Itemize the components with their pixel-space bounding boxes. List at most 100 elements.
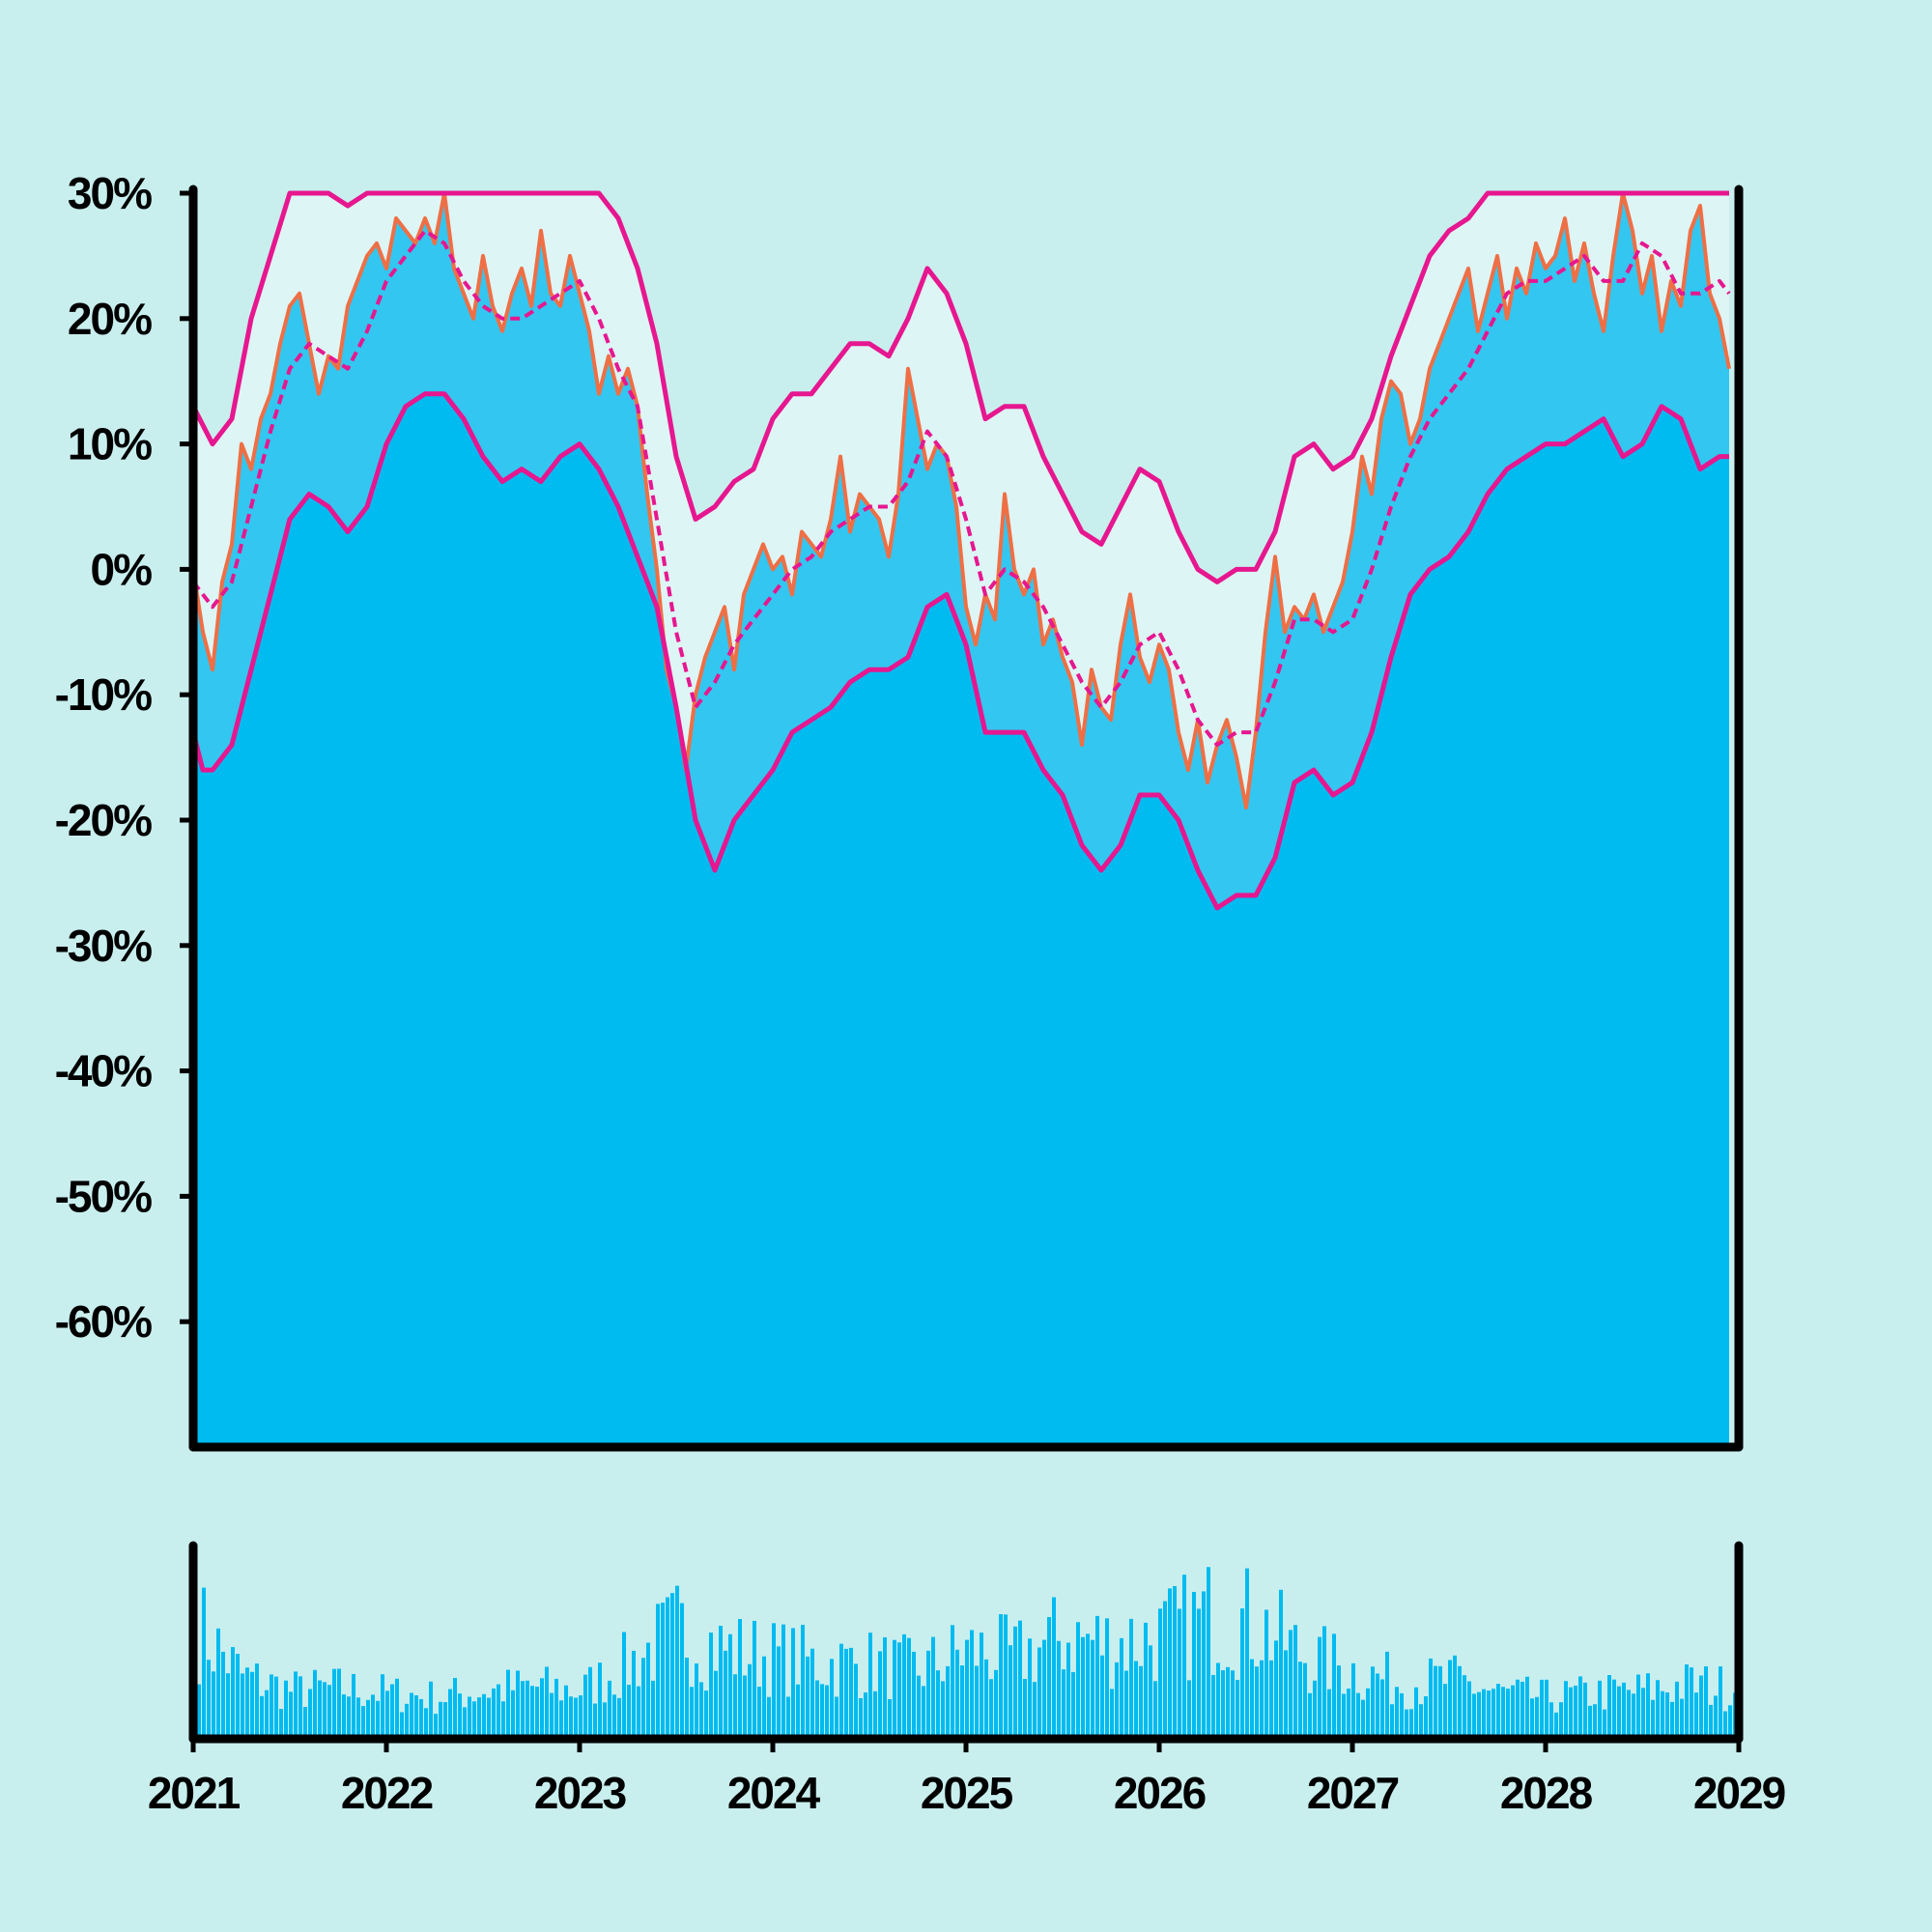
volume-bar (313, 1669, 317, 1739)
volume-bar (202, 1587, 206, 1739)
volume-bar (579, 1695, 582, 1739)
volume-bar (1226, 1666, 1230, 1739)
volume-bar (1066, 1642, 1070, 1739)
volume-bar (699, 1682, 703, 1739)
volume-bar (516, 1670, 520, 1739)
volume-bar (1438, 1665, 1442, 1739)
volume-bar (980, 1633, 983, 1739)
volume-bar (284, 1680, 288, 1739)
volume-bar (1545, 1679, 1548, 1739)
volume-bar (1173, 1585, 1177, 1739)
volume-bar (1361, 1699, 1365, 1739)
volume-bar (1139, 1665, 1143, 1739)
volume-bar (912, 1651, 916, 1739)
volume-bar (216, 1628, 220, 1739)
volume-bar (627, 1685, 631, 1739)
volume-bar (443, 1702, 447, 1739)
volume-bar (226, 1673, 230, 1739)
volume-bar (347, 1696, 351, 1739)
volume-bar (1236, 1680, 1239, 1739)
volume-bar (612, 1694, 616, 1739)
volume-bar (1414, 1687, 1418, 1739)
volume-bar (748, 1663, 752, 1739)
volume-bar (1081, 1636, 1085, 1739)
y-tick-label: 30% (68, 168, 152, 218)
volume-bar (989, 1679, 993, 1739)
volume-bar (1221, 1670, 1225, 1739)
x-tick-label: 2027 (1307, 1768, 1399, 1818)
volume-bar (1178, 1608, 1181, 1739)
volume-bar (279, 1709, 283, 1739)
volume-bar (1332, 1634, 1336, 1739)
main-chart: 30% 20% 10% 0% -10% -20% -30% -40% -50% -60% (55, 168, 1744, 1452)
volume-bar (1632, 1693, 1635, 1739)
volume-bar (424, 1708, 428, 1739)
x-tick-label: 2022 (341, 1768, 433, 1818)
volume-bar (907, 1637, 911, 1739)
volume-bar (1269, 1660, 1273, 1739)
volume-bar (1520, 1681, 1524, 1739)
volume-bar (1656, 1680, 1660, 1739)
y-tick-label: 20% (68, 294, 152, 344)
volume-bar (1110, 1689, 1114, 1739)
volume-bar (791, 1628, 795, 1739)
volume-bar (1661, 1690, 1664, 1739)
volume-bar (1105, 1618, 1109, 1739)
volume-bar (352, 1673, 355, 1739)
volume-bar (1042, 1639, 1046, 1739)
volume-bar (1434, 1665, 1437, 1739)
volume-bar (714, 1670, 718, 1739)
volume-bar (922, 1686, 925, 1739)
volume-bar (1071, 1671, 1075, 1739)
volume-bar (1327, 1689, 1331, 1739)
volume-bar (656, 1604, 660, 1739)
volume-bar (897, 1642, 901, 1739)
volume-bar (468, 1696, 471, 1739)
volume-bar (835, 1696, 838, 1739)
volume-bar (603, 1702, 607, 1739)
volume-bar (1004, 1614, 1008, 1739)
volume-bar (1409, 1709, 1413, 1739)
volume-bar (327, 1685, 331, 1739)
volume-bar (733, 1674, 737, 1739)
volume-bar (1033, 1682, 1037, 1739)
volume-bar (1240, 1608, 1244, 1739)
volume-bar (781, 1624, 785, 1739)
volume-bar (1405, 1709, 1408, 1739)
volume-bar (482, 1693, 486, 1739)
lower-band-line (193, 391, 1729, 911)
volume-bar (197, 1684, 201, 1739)
volume-bar (439, 1701, 442, 1739)
volume-bar (1134, 1661, 1138, 1739)
volume-bar (405, 1703, 409, 1739)
volume-bar (337, 1668, 341, 1739)
volume-bar (767, 1696, 771, 1739)
volume-bar (975, 1665, 979, 1739)
volume-bar (1675, 1681, 1679, 1739)
volume-bar (1463, 1675, 1466, 1739)
volume-bar (685, 1657, 689, 1739)
volume-bar (1255, 1666, 1259, 1739)
volume-bar (294, 1671, 298, 1739)
volume-bar (1124, 1670, 1128, 1739)
volume-bar (1704, 1666, 1708, 1739)
volume-bar (1380, 1679, 1384, 1739)
volume-bar (458, 1693, 462, 1739)
volume-bar (1245, 1568, 1249, 1739)
plot-area (193, 190, 1731, 1447)
volume-bar (497, 1684, 500, 1739)
volume-bar (390, 1684, 394, 1739)
x-tick-label: 2029 (1693, 1768, 1785, 1818)
volume-bar (376, 1700, 380, 1739)
volume-bar (530, 1686, 534, 1739)
volume-bar (902, 1634, 906, 1739)
volume-bar (1492, 1689, 1495, 1739)
volume-bar (366, 1699, 370, 1739)
volume-bar (719, 1625, 723, 1739)
volume-bar (221, 1651, 225, 1739)
volume-bar (646, 1642, 650, 1739)
volume-bar (1574, 1685, 1577, 1739)
volume-bar (941, 1681, 945, 1739)
volume-bar (1197, 1608, 1201, 1739)
volume-bar (1129, 1618, 1133, 1739)
